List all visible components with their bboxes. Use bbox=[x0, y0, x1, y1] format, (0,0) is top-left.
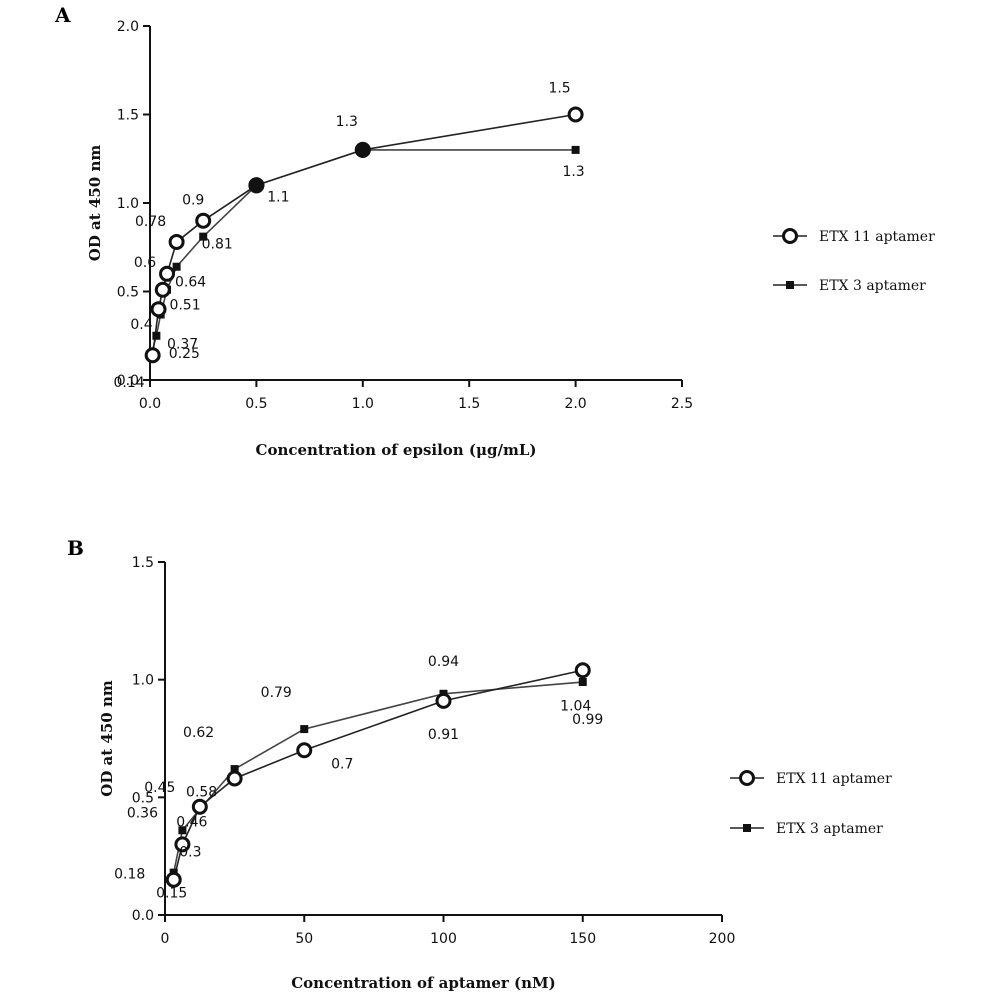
panel-letter: A bbox=[54, 3, 71, 27]
data-point-etx11 bbox=[168, 233, 185, 250]
x-tick-label: 2.0 bbox=[564, 396, 586, 412]
legend-marker-etx3 bbox=[743, 824, 751, 832]
data-label: 0.45 bbox=[144, 780, 175, 796]
legend-label: ETX 3 aptamer bbox=[819, 278, 926, 294]
chart-panel-b: B 0.0 0.5 1.0 1.5 0 50 100 150 200 Concentration o… bbox=[67, 536, 892, 992]
data-label: 1.1 bbox=[267, 189, 289, 205]
data-point-etx11 bbox=[191, 798, 208, 815]
data-point-etx11 bbox=[567, 106, 584, 123]
data-point-etx11 bbox=[195, 212, 212, 229]
y-tick-label: 1.0 bbox=[117, 196, 139, 212]
x-tick-label: 1.5 bbox=[458, 396, 480, 412]
y-axis-title: OD at 450 nm bbox=[98, 680, 116, 797]
x-tick-label: 0.5 bbox=[245, 396, 267, 412]
data-point-etx11 bbox=[150, 301, 167, 318]
data-label: 1.5 bbox=[548, 81, 570, 97]
x-tick-label: 100 bbox=[430, 931, 457, 947]
data-point-etx3 bbox=[199, 232, 208, 241]
x-axis-title: Concentration of aptamer (nM) bbox=[291, 974, 556, 992]
data-point-overlap bbox=[248, 177, 265, 194]
data-label: 0.78 bbox=[135, 214, 166, 230]
data-label: 0.3 bbox=[179, 844, 201, 860]
chart-panel-a: A 0.0 0.5 1.0 1.5 2.0 0.0 0.5 1.0 1.5 2.0 2.5 Concen… bbox=[54, 3, 935, 459]
y-tick-label: 1.5 bbox=[117, 108, 139, 124]
data-label: 0.9 bbox=[182, 193, 204, 209]
data-point-etx3 bbox=[178, 826, 187, 835]
data-point-etx3 bbox=[172, 262, 181, 271]
legend-label: ETX 3 aptamer bbox=[776, 821, 883, 837]
data-point-etx11 bbox=[226, 770, 243, 787]
data-point-etx11 bbox=[159, 265, 176, 282]
y-tick-label: 1.5 bbox=[132, 555, 154, 571]
data-label: 1.3 bbox=[562, 164, 584, 180]
data-label: 0.36 bbox=[127, 805, 158, 821]
x-tick-label: 1.0 bbox=[352, 396, 374, 412]
data-label: 1.04 bbox=[560, 698, 591, 714]
data-point-etx3 bbox=[571, 145, 580, 154]
x-tick-label: 50 bbox=[295, 931, 313, 947]
data-label: 0.37 bbox=[167, 337, 198, 353]
y-tick-label: 0.5 bbox=[117, 285, 139, 301]
y-tick-label: 0.5 bbox=[132, 790, 154, 806]
data-label: 0.91 bbox=[428, 727, 459, 743]
x-axis-title: Concentration of epsilon (μg/mL) bbox=[256, 441, 537, 459]
data-label: 0.7 bbox=[331, 756, 353, 772]
data-label: 0.58 bbox=[186, 785, 217, 801]
x-tick-label: 0 bbox=[161, 931, 170, 947]
data-label: 0.6 bbox=[134, 255, 156, 271]
data-point-etx11 bbox=[296, 742, 313, 759]
data-label: 0.51 bbox=[169, 298, 200, 314]
data-label: 0.64 bbox=[175, 275, 206, 291]
data-point-etx3 bbox=[152, 331, 161, 340]
y-tick-label: 1.0 bbox=[132, 673, 154, 689]
legend-marker-etx11 bbox=[782, 228, 798, 244]
data-label: 0.25 bbox=[169, 346, 200, 362]
y-tick-label: 0.0 bbox=[132, 908, 154, 924]
data-point-etx3 bbox=[578, 678, 587, 687]
data-label: 0.14 bbox=[113, 375, 144, 391]
data-point-etx3 bbox=[300, 725, 309, 734]
legend-label: ETX 11 aptamer bbox=[776, 771, 892, 787]
y-tick-label: 0.0 bbox=[117, 373, 139, 389]
legend-marker-etx11 bbox=[739, 770, 755, 786]
panel-letter: B bbox=[67, 536, 84, 560]
data-label: 0.99 bbox=[572, 712, 603, 728]
legend-label: ETX 11 aptamer bbox=[819, 229, 935, 245]
x-tick-label: 0.0 bbox=[139, 396, 161, 412]
data-label: 0.79 bbox=[261, 685, 292, 701]
data-label: 0.81 bbox=[202, 237, 233, 253]
data-point-etx11 bbox=[435, 692, 452, 709]
data-label: 0.62 bbox=[183, 725, 214, 741]
data-label: 0.46 bbox=[176, 815, 207, 831]
x-tick-label: 200 bbox=[709, 931, 736, 947]
data-point-etx11 bbox=[144, 347, 161, 364]
data-point-etx11 bbox=[174, 836, 191, 853]
data-label: 1.3 bbox=[336, 114, 358, 130]
data-label: 0.4 bbox=[130, 317, 152, 333]
data-point-overlap bbox=[354, 141, 371, 158]
y-tick-label: 2.0 bbox=[117, 19, 139, 35]
data-label: 0.15 bbox=[156, 886, 187, 902]
data-point-etx11 bbox=[154, 281, 171, 298]
data-label: 0.18 bbox=[114, 867, 145, 883]
y-axis-title: OD at 450 nm bbox=[86, 145, 104, 262]
x-tick-label: 2.5 bbox=[671, 396, 693, 412]
data-point-etx3 bbox=[230, 765, 239, 774]
data-label: 0.94 bbox=[428, 654, 459, 670]
x-tick-label: 150 bbox=[569, 931, 596, 947]
legend-marker-etx3 bbox=[786, 281, 794, 289]
data-point-etx11 bbox=[165, 871, 182, 888]
data-point-etx11 bbox=[574, 662, 591, 679]
